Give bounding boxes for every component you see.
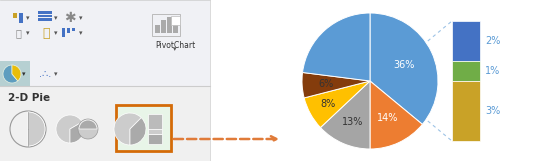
- Text: 2%: 2%: [485, 36, 500, 46]
- Bar: [67, 28, 69, 33]
- Bar: [61, 28, 64, 37]
- Text: ▾: ▾: [26, 15, 29, 21]
- Bar: [148, 114, 162, 129]
- Bar: [148, 134, 162, 144]
- Text: PivotChart: PivotChart: [155, 41, 195, 50]
- Text: 36%: 36%: [393, 60, 415, 70]
- Text: ⛰: ⛰: [42, 27, 50, 39]
- Wedge shape: [130, 118, 146, 145]
- Wedge shape: [370, 81, 422, 149]
- Wedge shape: [304, 81, 370, 128]
- Wedge shape: [70, 122, 84, 143]
- Bar: [19, 13, 23, 23]
- Text: ▾: ▾: [54, 30, 58, 36]
- Text: 2-D Pie: 2-D Pie: [8, 93, 50, 103]
- Text: 6%: 6%: [318, 79, 334, 89]
- Bar: [38, 11, 52, 13]
- Wedge shape: [302, 72, 370, 98]
- Text: ㏒: ㏒: [15, 28, 21, 38]
- Text: ▾: ▾: [22, 71, 26, 77]
- Bar: [167, 17, 172, 33]
- Text: 14%: 14%: [377, 113, 398, 123]
- Text: ✱: ✱: [64, 11, 76, 25]
- Bar: [452, 61, 480, 81]
- Bar: [38, 15, 52, 17]
- Bar: [148, 129, 162, 134]
- Text: ▾: ▾: [26, 30, 29, 36]
- Bar: [71, 28, 75, 31]
- Wedge shape: [79, 120, 97, 129]
- Bar: [452, 81, 480, 141]
- FancyBboxPatch shape: [116, 105, 171, 151]
- Bar: [0, 61, 30, 86]
- Wedge shape: [56, 115, 82, 143]
- Bar: [0, 86, 210, 161]
- Wedge shape: [320, 81, 370, 149]
- Text: .∴.: .∴.: [39, 69, 51, 79]
- Bar: [0, 61, 30, 86]
- Wedge shape: [303, 13, 370, 81]
- Bar: [38, 15, 52, 17]
- Text: 8%: 8%: [321, 99, 336, 109]
- Bar: [161, 20, 166, 33]
- Wedge shape: [3, 65, 18, 83]
- Text: ▾: ▾: [79, 30, 83, 36]
- Text: ▾: ▾: [79, 15, 83, 21]
- Bar: [38, 12, 52, 14]
- Bar: [38, 19, 52, 21]
- Text: 1%: 1%: [485, 66, 500, 76]
- Text: 13%: 13%: [342, 117, 363, 127]
- Text: ▾: ▾: [54, 71, 58, 77]
- Bar: [13, 13, 17, 18]
- Text: ▾: ▾: [173, 46, 177, 52]
- Wedge shape: [12, 65, 21, 81]
- Bar: [452, 21, 480, 61]
- Wedge shape: [28, 112, 45, 146]
- Bar: [38, 18, 52, 20]
- Circle shape: [78, 119, 98, 139]
- Bar: [152, 14, 180, 36]
- Bar: [171, 16, 180, 25]
- Wedge shape: [370, 13, 438, 124]
- Wedge shape: [114, 113, 141, 145]
- Bar: [155, 25, 160, 33]
- Text: ▾: ▾: [54, 15, 58, 21]
- Bar: [0, 0, 210, 86]
- Text: 3%: 3%: [485, 106, 500, 116]
- Bar: [173, 23, 178, 33]
